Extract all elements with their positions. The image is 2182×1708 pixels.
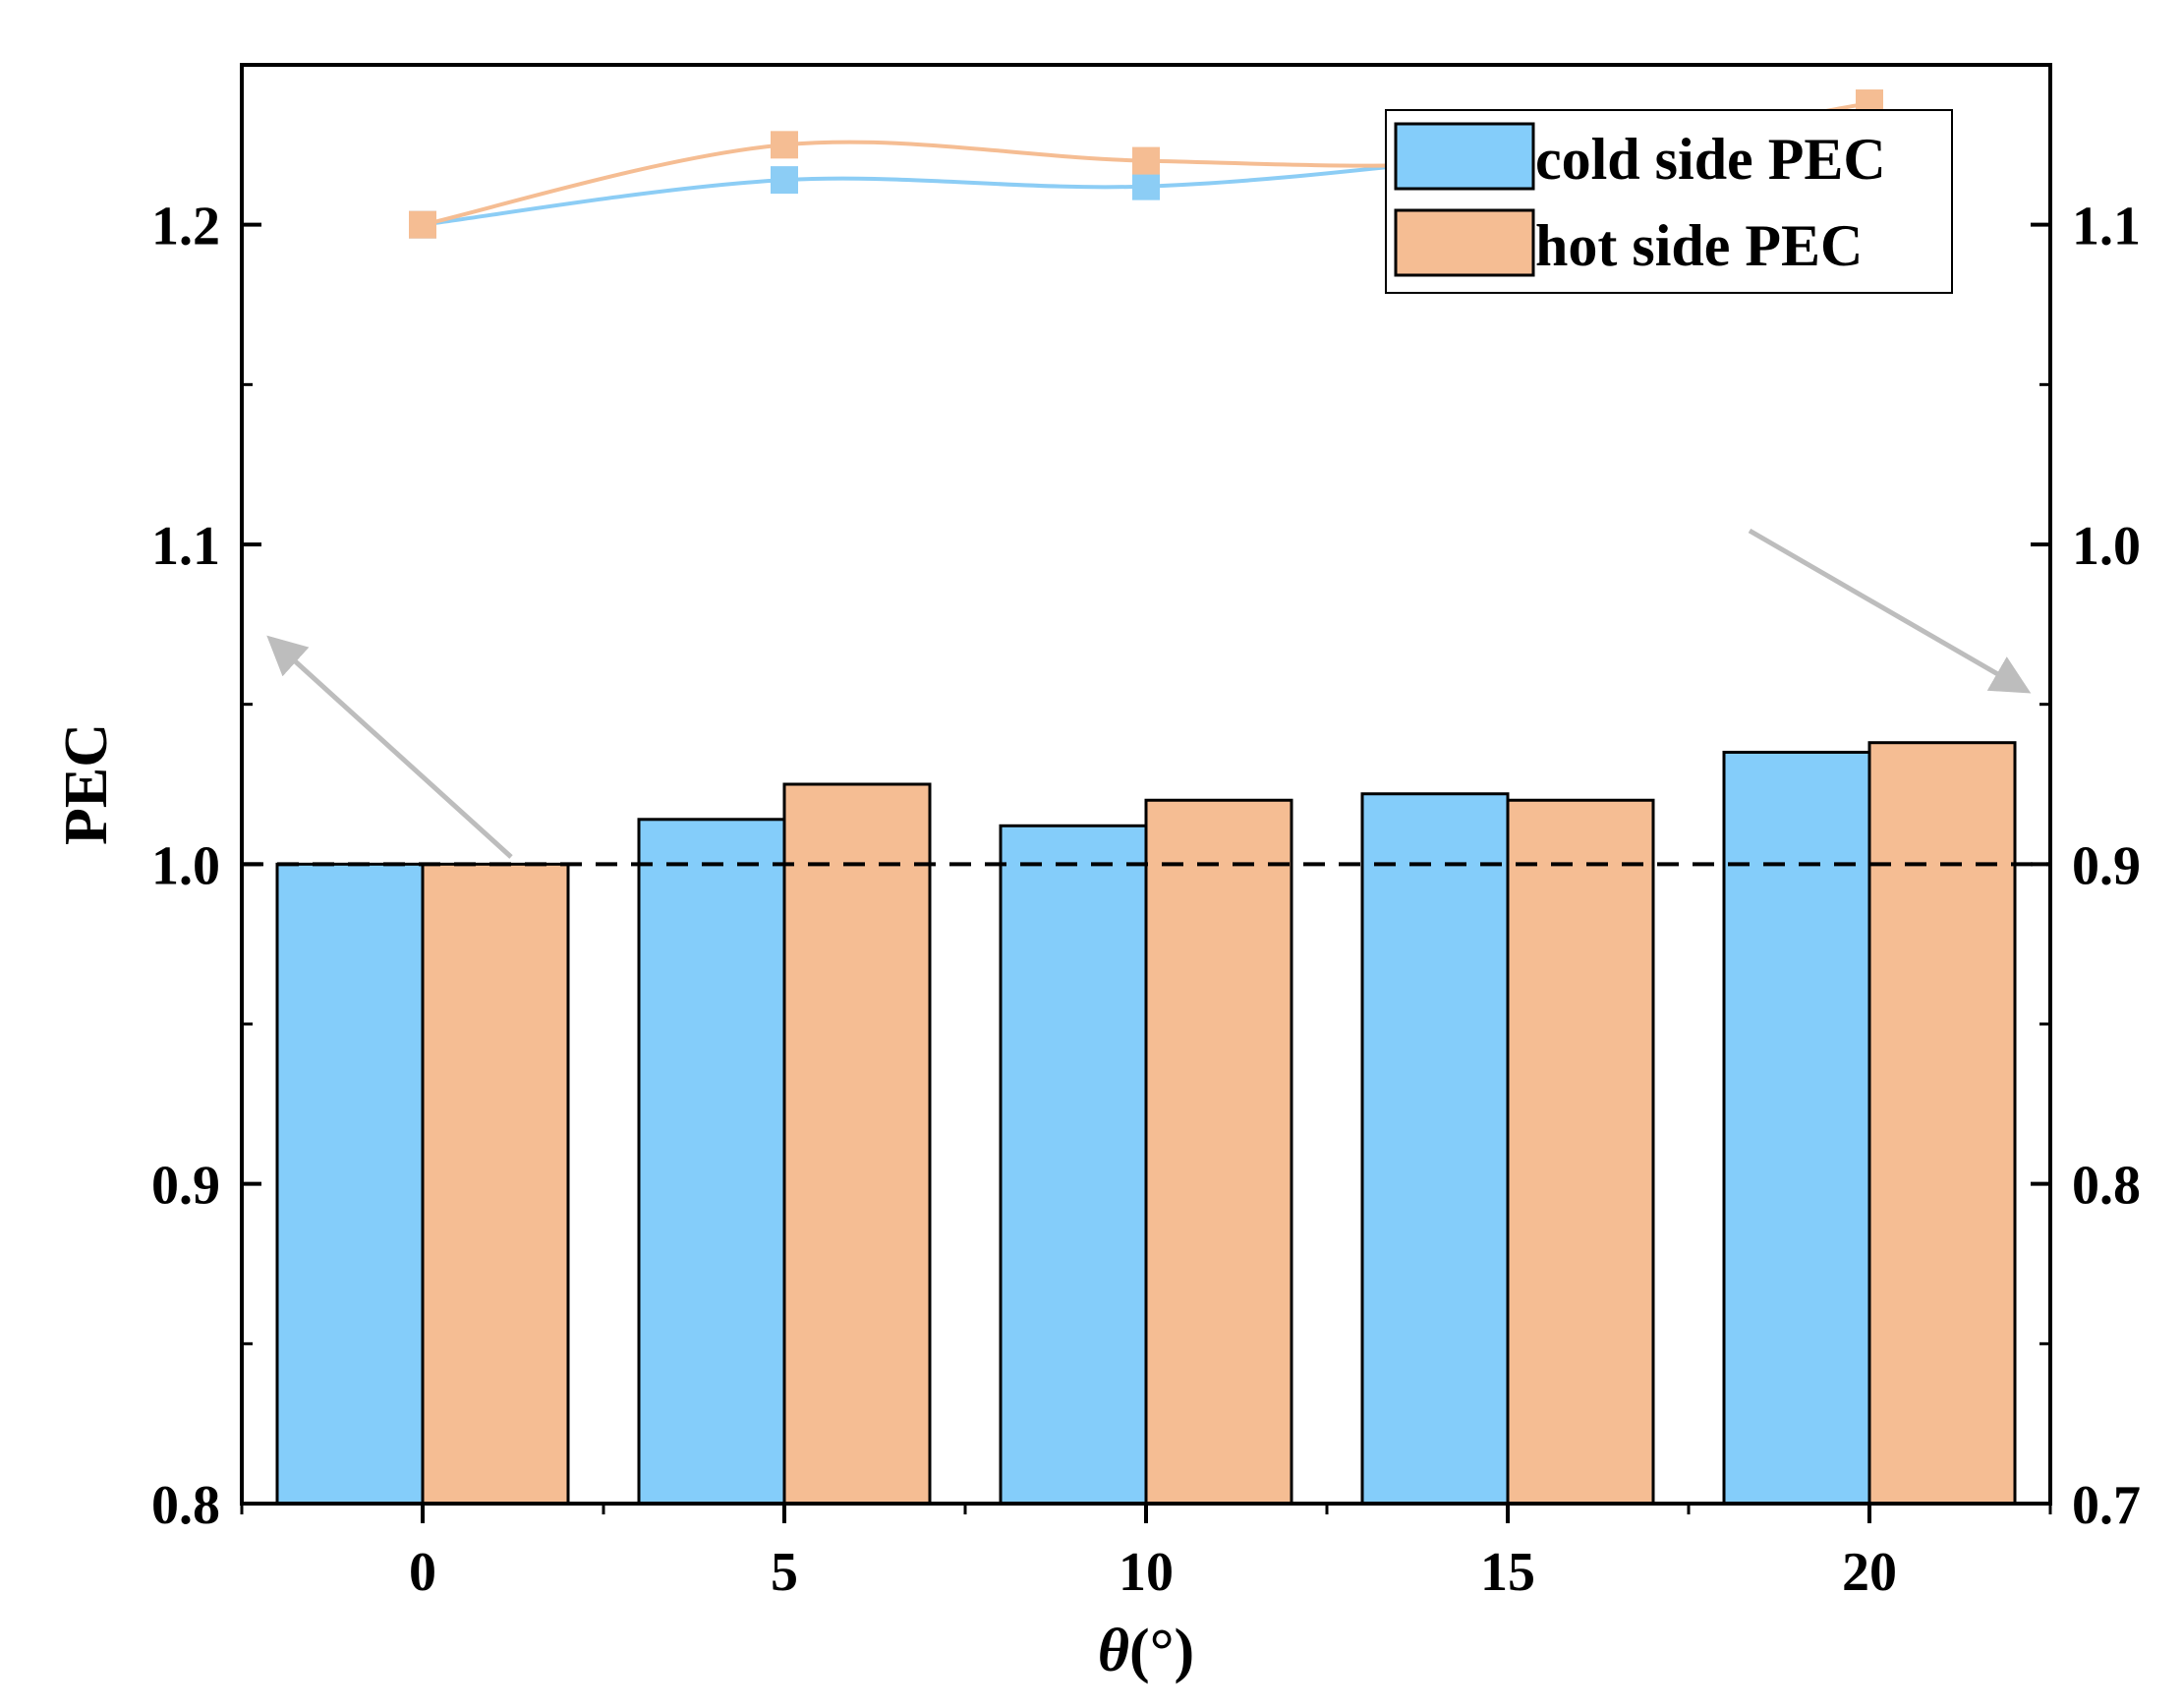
bar-cold-5 bbox=[637, 818, 786, 1506]
bar-cold-20 bbox=[1722, 750, 1871, 1506]
arrow-to-left-axis bbox=[266, 635, 513, 859]
marker-hot-5 bbox=[771, 131, 798, 159]
x-axis-unit: (°) bbox=[1129, 1618, 1194, 1684]
y-left-tick-label-1.0: 1.0 bbox=[151, 835, 220, 896]
legend-label-cold: cold side PEC bbox=[1535, 127, 1886, 192]
y-left-tick-label-1.2: 1.2 bbox=[151, 197, 220, 257]
y-left-tick-label-1.1: 1.1 bbox=[151, 516, 220, 577]
marker-cold-10 bbox=[1132, 172, 1160, 200]
ticks-layer: 0.8 0.9 1.0 1.1 1.2 0.7 0.8 0.9 1.0 1.1 0 5 10 15 20 bbox=[151, 63, 2141, 1603]
bar-hot-20 bbox=[1867, 741, 2017, 1506]
x-tick-label-0: 0 bbox=[409, 1542, 436, 1603]
x-tick-label-5: 5 bbox=[771, 1542, 798, 1603]
bar-hot-0 bbox=[421, 862, 570, 1506]
y-right-tick-label-1.1: 1.1 bbox=[2072, 197, 2141, 257]
bars-layer bbox=[275, 741, 2017, 1506]
y-right-tick-label-0.8: 0.8 bbox=[2072, 1156, 2141, 1217]
y-left-tick-label-0.9: 0.9 bbox=[151, 1156, 220, 1217]
arrows-layer bbox=[266, 528, 2032, 859]
bar-hot-15 bbox=[1506, 798, 1655, 1506]
x-axis-title: θ(°) bbox=[1098, 1618, 1194, 1684]
marker-hot-10 bbox=[1132, 146, 1160, 175]
bar-hot-5 bbox=[782, 782, 932, 1506]
y-left-tick-label-0.8: 0.8 bbox=[151, 1475, 220, 1536]
bar-cold-10 bbox=[999, 824, 1148, 1506]
x-tick-label-20: 20 bbox=[1842, 1542, 1897, 1603]
legend-swatch-hot bbox=[1394, 208, 1535, 277]
y-right-tick-label-0.9: 0.9 bbox=[2072, 835, 2141, 896]
marker-cold-5 bbox=[771, 166, 798, 195]
legend-label-hot: hot side PEC bbox=[1535, 213, 1863, 278]
legend: cold side PEC hot side PEC bbox=[1385, 109, 1953, 294]
bar-cold-15 bbox=[1360, 792, 1510, 1506]
bar-hot-10 bbox=[1144, 798, 1293, 1506]
arrow-to-right-axis bbox=[1748, 528, 2032, 694]
x-tick-label-15: 15 bbox=[1480, 1542, 1535, 1603]
marker-hot-0 bbox=[409, 210, 436, 239]
x-axis-symbol: θ bbox=[1098, 1618, 1129, 1684]
legend-swatch-cold bbox=[1394, 122, 1535, 191]
y-right-tick-label-0.7: 0.7 bbox=[2072, 1475, 2141, 1536]
y-axis-title: PEC bbox=[53, 723, 120, 845]
y-right-tick-label-1.0: 1.0 bbox=[2072, 516, 2141, 577]
bar-cold-0 bbox=[275, 862, 425, 1506]
x-tick-label-10: 10 bbox=[1119, 1542, 1174, 1603]
